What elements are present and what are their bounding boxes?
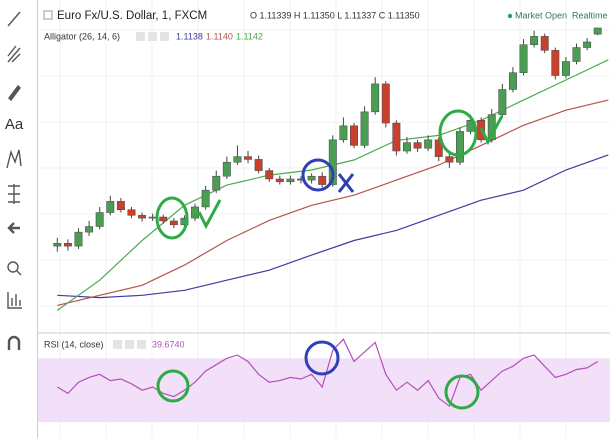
candle-body [201,189,210,208]
collapse-icon[interactable] [43,10,53,20]
ohlc-label: O 1.11339 H 1.11350 L 1.11337 C 1.11350 [250,10,420,20]
button[interactable] [160,32,169,41]
candle-body [222,161,231,177]
check-annotation [197,199,222,230]
rsi-label: RSI (14, close) [44,339,104,349]
circle-annotation [156,369,190,403]
tool-measure[interactable] [7,222,20,234]
candle-body [392,122,401,152]
candle-body [572,47,581,62]
alligator-label: Alligator (26, 14, 6) [44,31,120,41]
candle-body [540,36,549,51]
candle-body [265,170,274,180]
candle-body [455,131,464,163]
candle-body [593,27,602,35]
rsi-line [56,338,599,408]
candle-body [159,216,168,222]
candle-body [191,206,200,219]
candle-body [350,125,358,146]
legend-lips: 1.1142 [236,31,263,41]
indicator-buttons [113,32,169,349]
tool-zoom[interactable] [7,261,19,273]
circle-annotation [301,158,335,192]
candle-body [116,201,125,210]
candle-body [127,209,136,216]
candle-body [138,215,147,219]
rsi-value: 39.6740 [152,339,185,349]
market-status: Market Open [515,10,567,20]
button[interactable] [136,32,145,41]
candle-body [360,111,369,146]
legend-jaw: 1.1138 [176,31,203,41]
price-pane [53,27,609,311]
button[interactable] [125,340,134,349]
candle-body [148,216,157,219]
button[interactable] [148,32,157,41]
legend-teeth: 1.1140 [206,31,233,41]
status-dot [507,13,513,19]
tool-brush[interactable] [8,84,21,102]
button[interactable] [113,340,122,349]
candle-body [328,139,337,185]
alligator-line [57,154,609,299]
candle-body [434,139,443,157]
candle-body [85,226,94,233]
candle-body [498,89,507,115]
candle-body [530,36,539,45]
circle-annotation [438,109,478,157]
realtime-status: Realtime [572,10,608,20]
rsi-pane [56,338,599,408]
tool-pattern[interactable] [6,149,22,169]
candle-body [106,201,115,213]
candle-body [63,243,72,247]
tool-line[interactable] [7,11,21,27]
candle-body [95,212,104,227]
candle-body [212,175,221,191]
tool-fib[interactable] [8,184,20,204]
annotations [155,109,504,410]
candle-body [508,72,517,90]
tool-magnet-bars[interactable] [7,292,22,309]
candle-body [551,50,560,76]
candle-body [583,41,592,48]
alligator-line [57,99,609,306]
tool-pitchfork[interactable] [7,45,21,63]
candle-body [371,83,380,113]
circle-annotation [444,374,480,410]
candle-body [424,139,433,149]
candle-body [339,125,348,141]
toolbar [6,11,22,350]
candle-body [254,159,263,171]
candle-body [244,156,252,160]
candle-body [53,243,62,247]
candle-body [74,231,83,247]
rsi-band [38,358,610,423]
candle-body [445,156,454,163]
x-annotation [337,173,355,193]
candle-body [286,178,295,183]
candle-body [275,178,284,183]
button[interactable] [137,340,146,349]
tool-zoom-handle [16,270,22,276]
candle-body [318,175,327,185]
candle-body [307,175,316,181]
candle-body [233,156,242,163]
tool-text[interactable]: Aa [5,116,24,133]
check-annotation [479,115,504,146]
candle-body [169,220,178,226]
candle-body [561,61,570,76]
candle-body [381,83,390,124]
candle-body [413,142,422,149]
circle-annotation [304,340,340,376]
tool-magnet[interactable] [7,335,21,350]
candle-body [403,142,411,152]
candle-body [519,44,528,73]
chart-title: Euro Fx/U.S. Dollar, 1, FXCM [57,10,207,22]
circle-annotation [155,196,189,240]
